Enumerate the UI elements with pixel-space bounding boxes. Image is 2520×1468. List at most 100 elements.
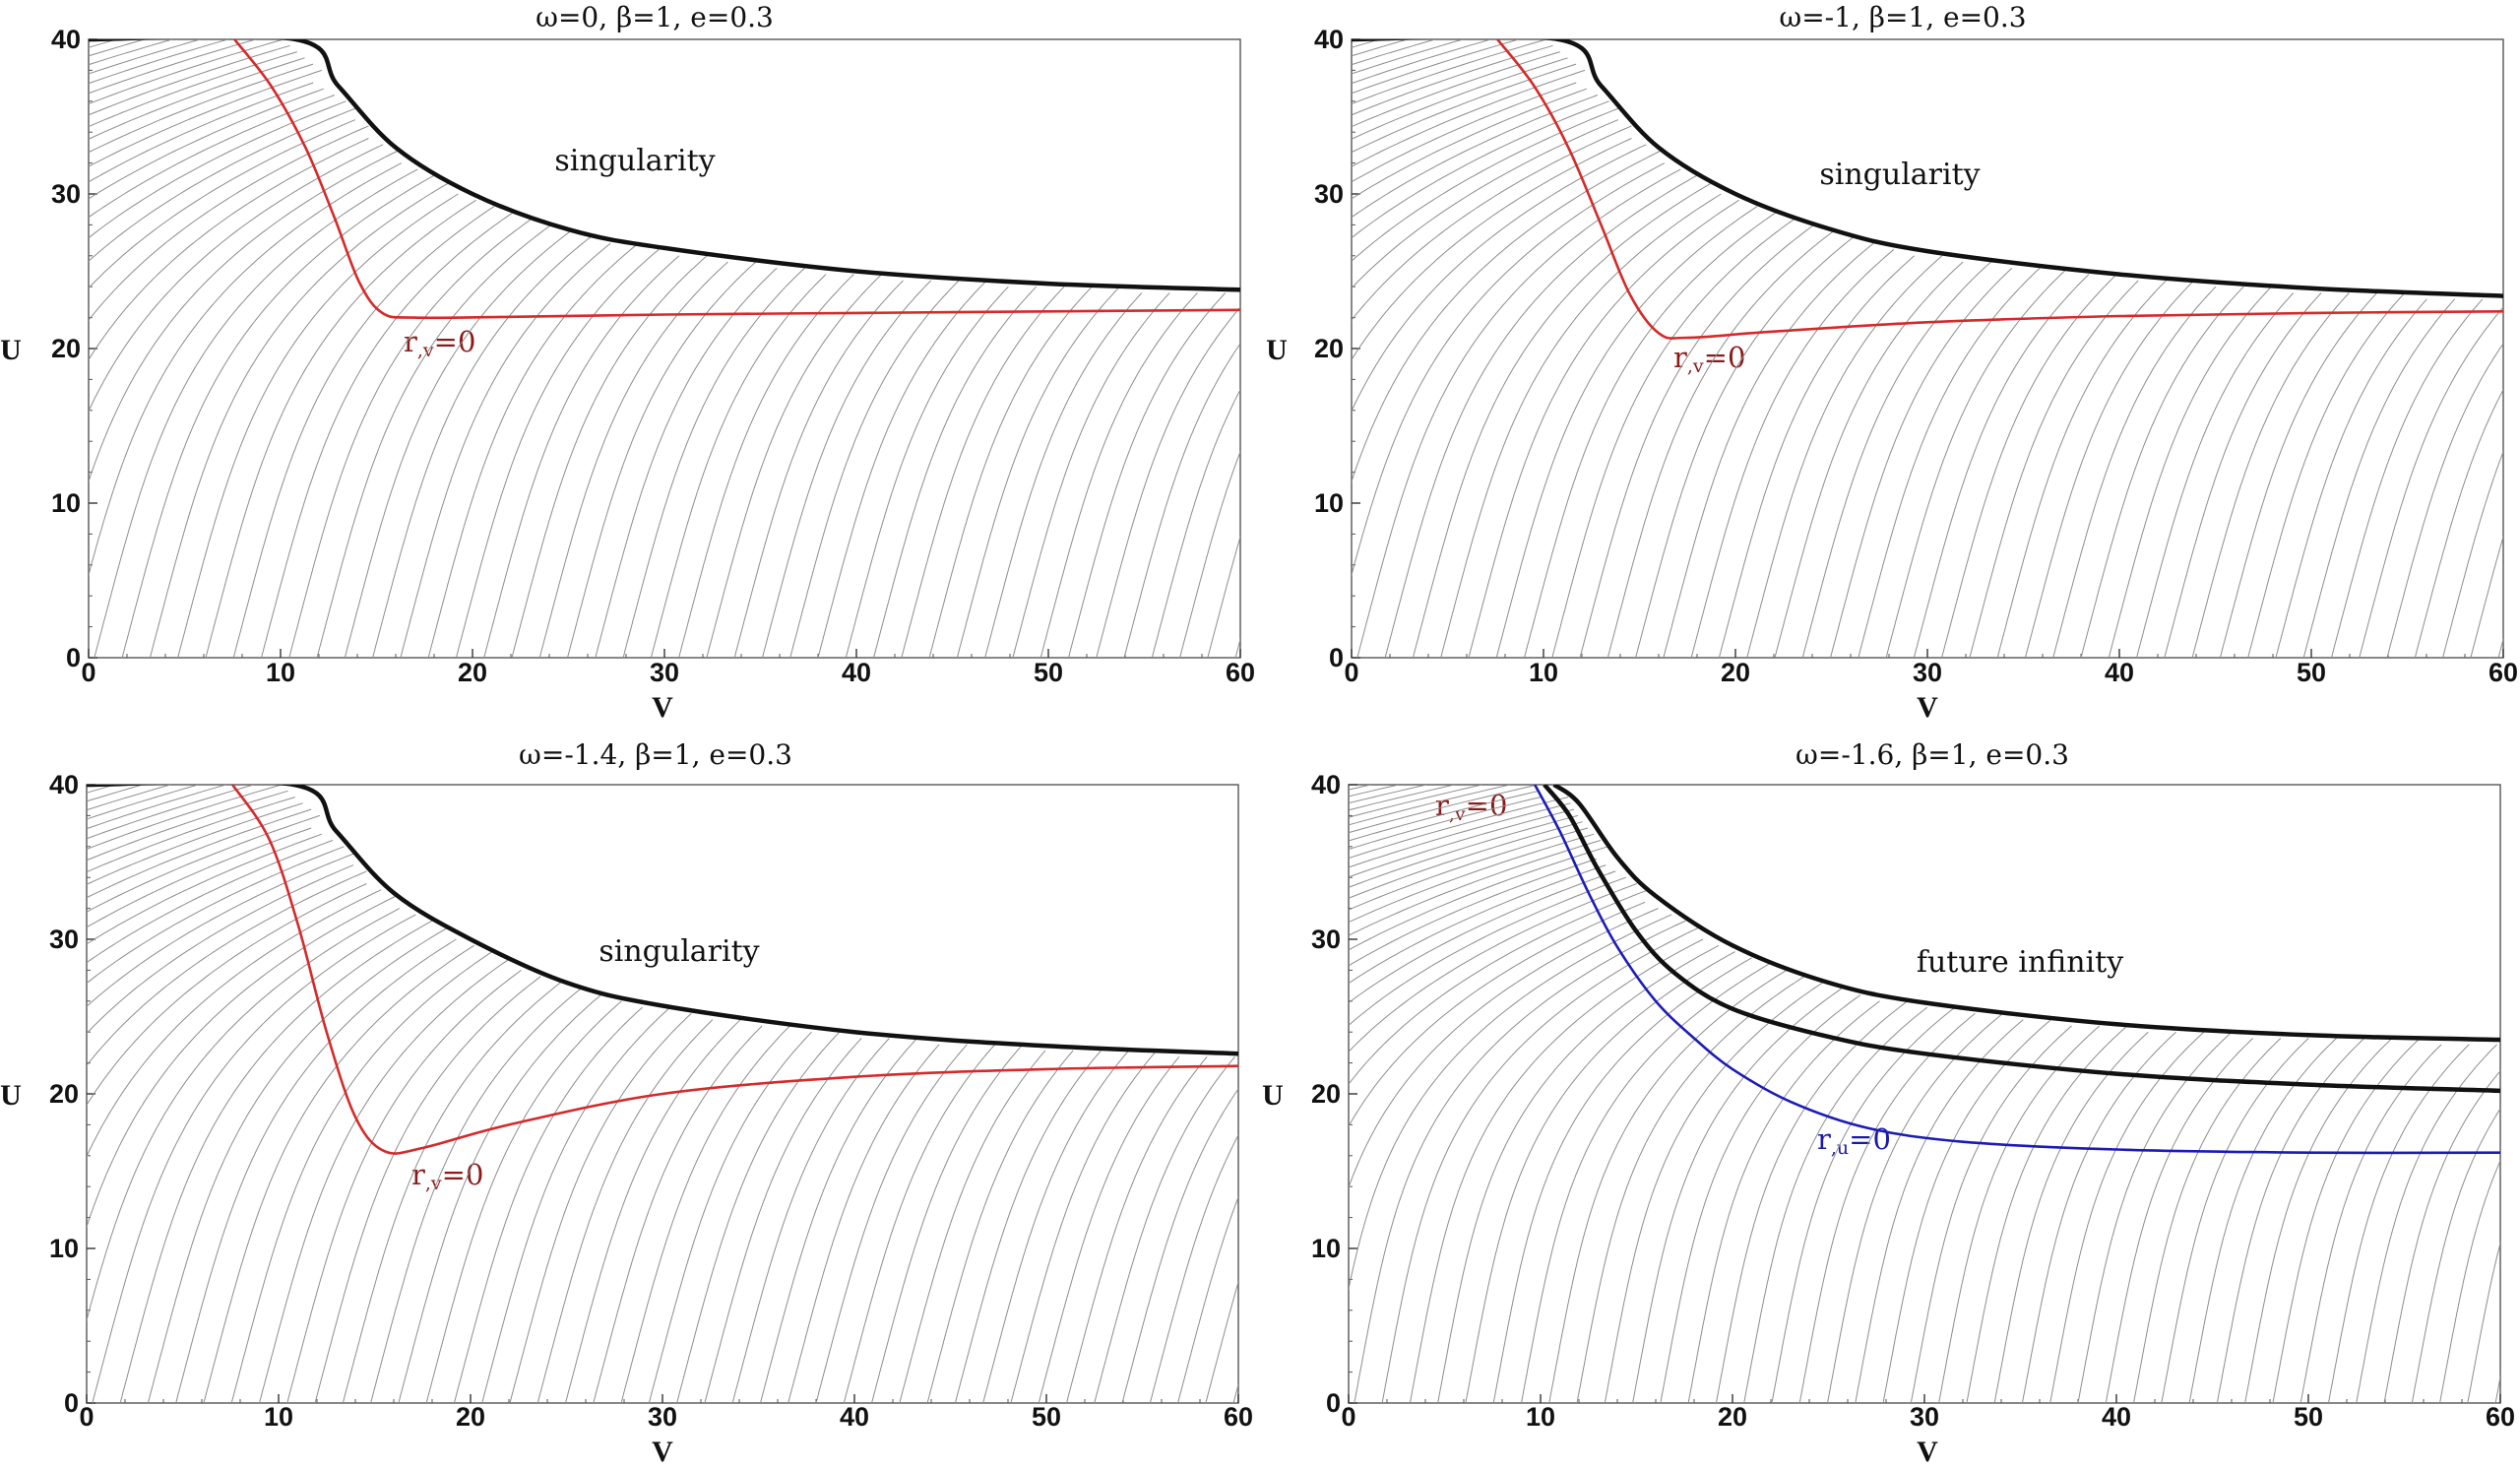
characteristic-curve [1716,1001,1907,1403]
characteristic-curve [426,1001,621,1403]
y-tick-label: 0 [64,1388,79,1418]
panel-3-region-label: singularity [598,934,759,969]
characteristic-curve [2357,1045,2497,1403]
characteristic-curve [1163,107,1621,658]
characteristic-curve [2329,1045,2470,1403]
characteristic-curve [456,250,659,659]
characteristic-curve [9,890,381,1403]
y-tick-label: 0 [1326,1388,1341,1418]
panel-4-x-axis-label: V [1917,1436,1938,1468]
x-tick-label: 60 [1224,1402,1253,1432]
characteristic-curve [2412,1063,2520,1403]
characteristic-curve [1208,429,1278,658]
characteristic-curve [1160,871,1615,1403]
characteristic-curve [436,785,1204,1403]
characteristic-curve [715,785,1482,1403]
characteristic-curve [1051,83,1576,658]
plot-area [355,35,2520,658]
characteristic-curve [345,231,570,658]
characteristic-curve [1298,909,1658,1403]
characteristic-curve [679,275,854,658]
characteristic-curve [1605,983,1822,1403]
characteristic-curve [1633,989,1842,1403]
characteristic-curve [380,785,1148,1403]
x-tick-label: 20 [456,1402,485,1432]
characteristic-curve [1967,1026,2127,1403]
characteristic-curve [1942,275,2117,658]
characteristic-curve [2192,293,2349,659]
x-tick-label: 0 [79,1402,94,1432]
x-tick-label: 0 [1344,658,1358,687]
characteristic-curve [1246,139,1632,659]
plot-area [0,35,1279,658]
y-tick-label: 10 [49,1234,79,1263]
characteristic-curve [881,803,1570,1403]
characteristic-curve [491,785,1259,1403]
plot-frame [1352,39,2503,658]
panel-4-ru-label-base: r [1817,1122,1831,1156]
characteristic-curve [1413,181,1714,658]
x-tick-label: 20 [458,658,487,687]
characteristic-curve [2498,503,2520,658]
plot-frame [1349,785,2500,1403]
y-tick-label: 40 [1314,25,1344,54]
x-tick-label: 40 [2105,658,2134,687]
characteristic-curve [352,785,1120,1403]
x-tick-label: 20 [1721,658,1750,687]
x-tick-label: 0 [81,658,95,687]
panel-1-region-label: singularity [554,144,715,178]
characteristic-curve [1103,859,1597,1403]
characteristic-curve [707,275,882,658]
characteristic-curve [1274,145,1646,658]
panel-3-y-axis-label: U [0,1079,22,1112]
plot-frame [89,39,1240,658]
characteristic-curve [1469,200,1739,658]
characteristic-curve [0,809,311,1403]
characteristic-curve [1719,256,1914,658]
characteristic-curve [2245,1039,2392,1404]
panel-2-title: ω=-1, β=1, e=0.3 [1779,1,2026,33]
characteristic-curve [1024,70,1586,658]
panel-4-region-label: future infinity [1917,945,2123,980]
characteristic-curve [578,39,1240,658]
y-tick-label: 30 [51,179,81,209]
characteristic-curve [1688,1001,1879,1403]
characteristic-curve [467,39,1129,658]
x-tick-label: 0 [1341,1402,1355,1432]
characteristic-curve [790,281,959,658]
characteristic-curve [0,83,313,658]
characteristic-curve [0,884,366,1404]
series-r-v-0 [234,39,1240,318]
plot-area [352,785,2520,1403]
characteristic-curve [0,52,297,658]
characteristic-curve [2415,330,2520,658]
characteristic-curve [0,39,284,658]
characteristic-curve [1301,151,1661,658]
x-tick-label: 40 [842,658,871,687]
characteristic-curve [1233,1248,1276,1403]
characteristic-curve [233,207,494,658]
panel-3-rv-label-rest: =0 [442,1158,484,1191]
characteristic-curve [0,785,282,1403]
characteristic-curve [2134,1039,2281,1404]
panel-2-y-axis-label: U [1266,334,1288,366]
panel-1-title: ω=0, β=1, e=0.3 [536,1,774,33]
characteristic-curve [1438,945,1719,1403]
characteristic-curve [742,785,1510,1403]
characteristic-curve [494,39,1157,658]
panel-2-region-label: singularity [1819,158,1980,192]
characteristic-curve [371,989,581,1403]
panel-2: ω=-1, β=1, e=0.3 singularity V U r,v=0 0… [355,1,2520,724]
characteristic-curve [401,243,610,658]
characteristic-curves [0,39,1279,658]
characteristic-curve [439,39,1102,658]
characteristic-curve [1664,243,1873,658]
y-tick-label: 10 [51,488,81,518]
characteristic-curve [1496,207,1757,658]
x-tick-label: 60 [1226,658,1255,687]
x-tick-label: 10 [1529,658,1558,687]
characteristic-curve [2273,1039,2420,1404]
characteristic-curve [818,281,986,658]
characteristic-curve [520,785,1288,1403]
characteristic-curve [2025,281,2193,658]
